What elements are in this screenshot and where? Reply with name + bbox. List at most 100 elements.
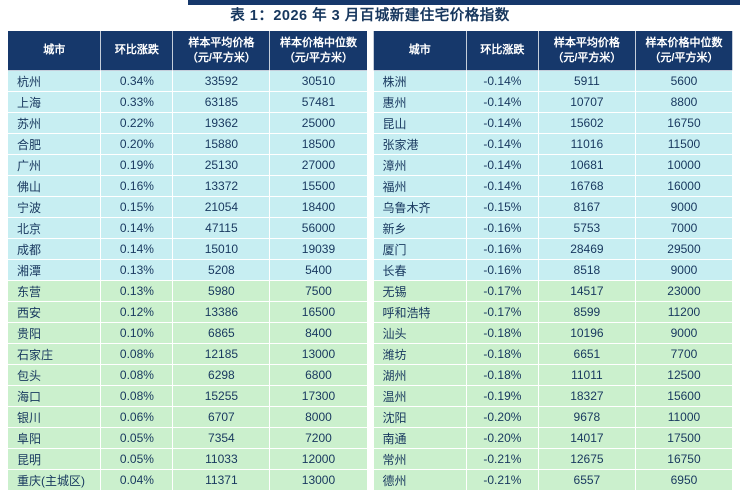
table-body: 杭州 0.34% 33592 30510 上海 0.33% 63185 57481 苏州 0.22…: [6, 70, 368, 491]
cell-city: 上海: [6, 91, 102, 113]
column-header: 样本价格中位数 （元/平方米）: [634, 30, 734, 71]
cell-change: 0.05%: [100, 448, 174, 470]
cell-city: 南通: [372, 427, 467, 449]
cell-median: 13000: [269, 343, 368, 365]
table-row: 上海 0.33% 63185 57481: [6, 91, 368, 113]
cell-city: 广州: [6, 154, 102, 176]
cell-median: 29500: [634, 238, 734, 260]
cell-change: -0.16%: [465, 238, 539, 260]
column-header: 城市: [6, 30, 102, 71]
cell-city: 湖州: [372, 364, 467, 386]
cell-change: -0.19%: [465, 385, 539, 407]
cell-city: 重庆(主城区): [6, 469, 102, 491]
table-row: 常州 -0.21% 12675 16750: [372, 448, 734, 470]
column-header: 样本平均价格 （元/平方米）: [537, 30, 636, 71]
table-body: 株洲 -0.14% 5911 5600 惠州 -0.14% 10707 8800 昆山 -0.14…: [372, 70, 734, 491]
cell-median: 15500: [269, 175, 368, 197]
table-row: 长春 -0.16% 8518 9000: [372, 259, 734, 281]
cell-median: 10000: [634, 154, 734, 176]
cell-median: 18500: [269, 133, 368, 155]
cell-change: 0.19%: [100, 154, 174, 176]
table-row: 西安 0.12% 13386 16500: [6, 301, 368, 323]
cell-change: -0.14%: [465, 91, 539, 113]
cell-avg: 5911: [537, 70, 636, 92]
cell-city: 贵阳: [6, 322, 102, 344]
table-row: 温州 -0.19% 18327 15600: [372, 385, 734, 407]
cell-avg: 6651: [537, 343, 636, 365]
cell-avg: 25130: [172, 154, 271, 176]
cell-change: 0.34%: [100, 70, 174, 92]
cell-median: 8800: [634, 91, 734, 113]
table-row: 东营 0.13% 5980 7500: [6, 280, 368, 302]
cell-change: -0.20%: [465, 406, 539, 428]
cell-city: 福州: [372, 175, 467, 197]
table-row: 株洲 -0.14% 5911 5600: [372, 70, 734, 92]
table-row: 湘潭 0.13% 5208 5400: [6, 259, 368, 281]
top-accent-bar: [188, 0, 740, 5]
cell-city: 株洲: [372, 70, 467, 92]
cell-median: 19039: [269, 238, 368, 260]
cell-city: 长春: [372, 259, 467, 281]
cell-change: 0.04%: [100, 469, 174, 491]
table-row: 漳州 -0.14% 10681 10000: [372, 154, 734, 176]
cell-change: 0.05%: [100, 427, 174, 449]
cell-change: 0.22%: [100, 112, 174, 134]
table-row: 阜阳 0.05% 7354 7200: [6, 427, 368, 449]
cell-avg: 15010: [172, 238, 271, 260]
cell-avg: 12675: [537, 448, 636, 470]
cell-median: 17500: [634, 427, 734, 449]
cell-avg: 8599: [537, 301, 636, 323]
cell-avg: 33592: [172, 70, 271, 92]
cell-avg: 28469: [537, 238, 636, 260]
cell-median: 27000: [269, 154, 368, 176]
cell-avg: 8518: [537, 259, 636, 281]
cell-median: 16750: [634, 112, 734, 134]
cell-avg: 16768: [537, 175, 636, 197]
cell-median: 25000: [269, 112, 368, 134]
cell-avg: 15255: [172, 385, 271, 407]
table-row: 湖州 -0.18% 11011 12500: [372, 364, 734, 386]
cell-median: 15600: [634, 385, 734, 407]
cell-median: 5600: [634, 70, 734, 92]
cell-avg: 18327: [537, 385, 636, 407]
cell-median: 7200: [269, 427, 368, 449]
cell-avg: 5208: [172, 259, 271, 281]
cell-change: 0.15%: [100, 196, 174, 218]
cell-change: -0.16%: [465, 259, 539, 281]
cell-city: 阜阳: [6, 427, 102, 449]
cell-avg: 11371: [172, 469, 271, 491]
table-row: 包头 0.08% 6298 6800: [6, 364, 368, 386]
cell-avg: 6298: [172, 364, 271, 386]
cell-avg: 14017: [537, 427, 636, 449]
cell-median: 18400: [269, 196, 368, 218]
cell-city: 宁波: [6, 196, 102, 218]
cell-median: 11200: [634, 301, 734, 323]
cell-city: 昆明: [6, 448, 102, 470]
cell-avg: 19362: [172, 112, 271, 134]
cell-city: 佛山: [6, 175, 102, 197]
cell-avg: 10707: [537, 91, 636, 113]
cell-city: 新乡: [372, 217, 467, 239]
cell-median: 12500: [634, 364, 734, 386]
column-header: 环比涨跌: [465, 30, 539, 71]
cell-city: 海口: [6, 385, 102, 407]
cell-avg: 47115: [172, 217, 271, 239]
cell-median: 17300: [269, 385, 368, 407]
cell-city: 成都: [6, 238, 102, 260]
cell-avg: 10681: [537, 154, 636, 176]
cell-avg: 12185: [172, 343, 271, 365]
table-row: 合肥 0.20% 15880 18500: [6, 133, 368, 155]
cell-city: 漳州: [372, 154, 467, 176]
cell-median: 30510: [269, 70, 368, 92]
table-row: 潍坊 -0.18% 6651 7700: [372, 343, 734, 365]
cell-median: 7000: [634, 217, 734, 239]
cell-change: -0.16%: [465, 217, 539, 239]
cell-change: -0.20%: [465, 427, 539, 449]
cell-city: 温州: [372, 385, 467, 407]
cell-city: 厦门: [372, 238, 467, 260]
cell-avg: 11033: [172, 448, 271, 470]
cell-median: 9000: [634, 196, 734, 218]
cell-median: 57481: [269, 91, 368, 113]
table-row: 德州 -0.21% 6557 6950: [372, 469, 734, 491]
cell-change: -0.14%: [465, 133, 539, 155]
